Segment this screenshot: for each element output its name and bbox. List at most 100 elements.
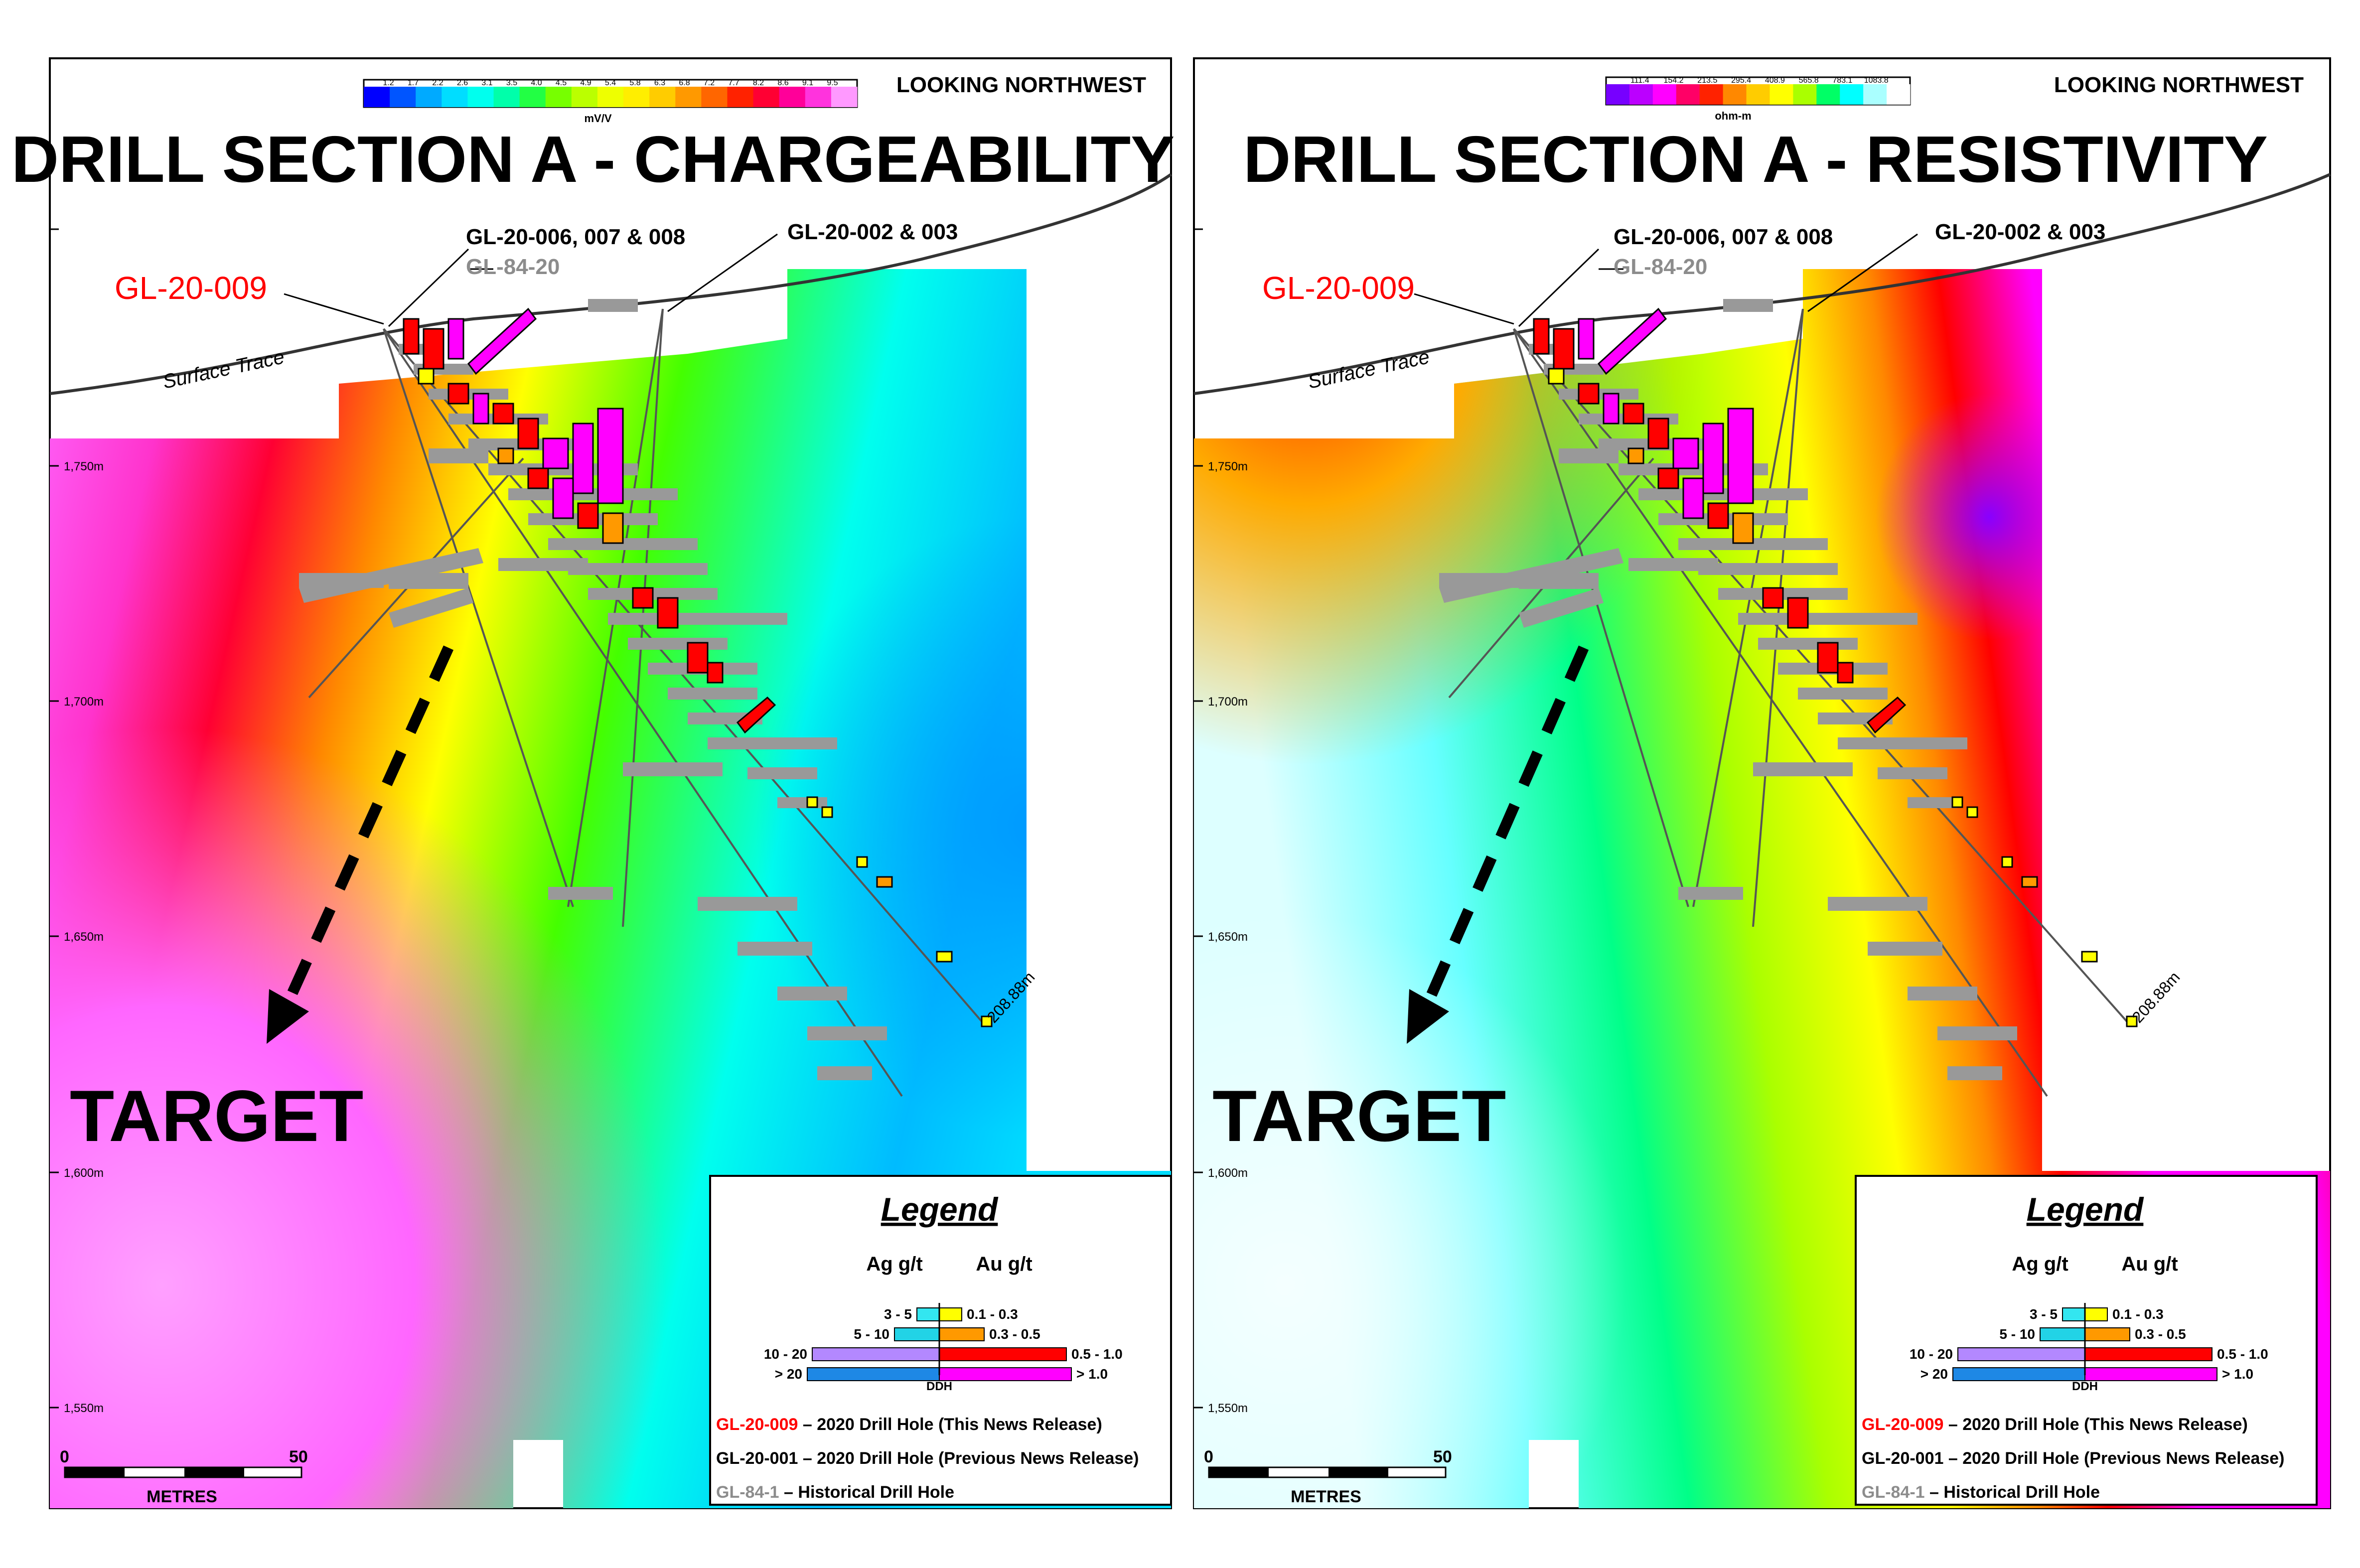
colorbar-tick-label: 4.9 [580, 79, 591, 87]
hole-callouts [1414, 233, 1918, 327]
legend-entry-text: – 2020 Drill Hole (This News Release) [798, 1415, 1102, 1434]
scale-bar: 0 50 METRES [1204, 1447, 1452, 1506]
legend-au-range: 0.1 - 0.3 [2112, 1306, 2164, 1322]
legend-ag-swatch [2040, 1327, 2085, 1341]
colorbar-swatch [701, 87, 728, 107]
colorbar-tick-label: 213.5 [1697, 76, 1717, 85]
legend-entry: GL-20-001 – 2020 Drill Hole (Previous Ne… [716, 1449, 1139, 1468]
colorbar-ticks: 1.2 1.7 2.2 2.6 3.1 3.5 4.0 4.5 4.9 5.4 5.8 6.3 6.8 7… [383, 79, 838, 87]
legend-ag-range: 5 - 10 [854, 1326, 889, 1342]
legend-ag-swatch [916, 1307, 940, 1321]
colorbar-swatch [467, 87, 494, 107]
legend-ag-range: > 20 [1920, 1366, 1948, 1382]
scale-start: 0 [1204, 1447, 1213, 1466]
legend-au-swatch [939, 1367, 1072, 1381]
legend-ag-swatch [1952, 1367, 2085, 1381]
section-title: DRILL SECTION A - CHARGEABILITY [11, 123, 1175, 196]
legend-ag-swatch [1957, 1347, 2085, 1361]
legend-entry-text: – Historical Drill Hole [1925, 1483, 2100, 1502]
colorbar-tick-label: 7.2 [704, 79, 715, 87]
colorbar-tick-label: 154.2 [1664, 76, 1684, 85]
legend-au-swatch [939, 1327, 985, 1341]
colorbar-tick-label: 1083.8 [1864, 76, 1889, 85]
legend-au-header: Au g/t [976, 1253, 1032, 1275]
legend-entry-code: GL-20-001 [716, 1449, 798, 1468]
surface-trace-line [1193, 173, 2331, 395]
colorbar-tick-label: 7.7 [728, 79, 739, 87]
elevation-label: 1,650m [1208, 930, 1248, 944]
legend-entry-code: GL-20-009 [716, 1415, 798, 1434]
elevation-label: 1,700m [1208, 695, 1248, 709]
colorbar-swatch [623, 87, 650, 107]
chargeability-section-svg: Surface Trace [11, 57, 1175, 1509]
hole-callouts [284, 233, 778, 327]
elevation-labels: 1,750m 1,700m 1,650m 1,600m 1,550m [1208, 460, 1248, 1415]
elevation-label: 1,550m [1208, 1402, 1248, 1415]
colorbar-swatch [545, 87, 572, 107]
colorbar-swatch [805, 87, 832, 107]
colorbar-swatch [779, 87, 806, 107]
hole-label-gl-20-006: GL-20-006, 007 & 008 [1614, 225, 1833, 249]
colorbar-swatch [1606, 84, 1630, 105]
legend-au-swatch [2084, 1307, 2108, 1321]
colorbar-tick-label: 783.1 [1832, 76, 1852, 85]
elevation-label: 1,700m [64, 695, 104, 709]
legend-ag-range: > 20 [775, 1366, 802, 1382]
resistivity-section: Surface Trace [1180, 0, 2360, 1568]
colorbar-swatch [1793, 84, 1817, 105]
colorbar-unit: mV/V [584, 112, 611, 125]
colorbar-tick-label: 408.9 [1765, 76, 1785, 85]
legend-au-swatch [2084, 1367, 2217, 1381]
colorbar-tick-label: 2.6 [457, 79, 468, 87]
legend-au-range: 0.5 - 1.0 [2217, 1346, 2268, 1362]
colorbar-swatch [390, 87, 416, 107]
legend-entry-code: GL-20-001 [1862, 1449, 1943, 1468]
colorbar-tick-label: 1.7 [408, 79, 419, 87]
colorbar-tick-label: 8.6 [777, 79, 788, 87]
colorbar-tick-label: 5.4 [605, 79, 616, 87]
legend-au-swatch [2084, 1327, 2130, 1341]
colorbar-swatch [1652, 84, 1677, 105]
legend-au-range: 0.3 - 0.5 [2135, 1326, 2186, 1342]
colorbar-swatch [753, 87, 780, 107]
hole-label-gl-84-20: GL-84-20 [1614, 255, 1707, 279]
colorbar-swatch [597, 87, 624, 107]
legend-entry-code: GL-20-009 [1862, 1415, 1943, 1434]
section-title: DRILL SECTION A - RESISTIVITY [1243, 123, 2268, 196]
hole-label-gl-20-002: GL-20-002 & 003 [787, 220, 958, 244]
resistivity-section-svg: Surface Trace [1193, 57, 2331, 1509]
legend-ag-header: Ag g/t [2012, 1253, 2068, 1275]
legend-ag-range: 5 - 10 [1999, 1326, 2035, 1342]
scale-bar: 0 50 METRES [60, 1447, 308, 1506]
legend-ag-range: 10 - 20 [1910, 1346, 1953, 1362]
legend-ag-swatch [894, 1327, 940, 1341]
colorbar-ticks: 111.4 154.2 213.5 295.4 408.9 565.8 783.1 1083.… [1630, 76, 1889, 85]
legend-entry-text: – 2020 Drill Hole (Previous News Release… [798, 1449, 1139, 1468]
colorbar-tick-label: 4.0 [531, 79, 542, 87]
legend-ag-range: 3 - 5 [2030, 1306, 2058, 1322]
colorbar-swatch [649, 87, 676, 107]
colorbar-swatches [364, 87, 858, 107]
colorbar-swatch [1887, 84, 1911, 105]
legend-ag-range: 3 - 5 [884, 1306, 912, 1322]
colorbar-tick-label: 3.5 [506, 79, 517, 87]
colorbar-swatch [493, 87, 520, 107]
colorbar-swatch [1723, 84, 1747, 105]
scale-unit: METRES [1291, 1487, 1361, 1506]
view-direction: LOOKING NORTHWEST [896, 73, 1146, 97]
legend-title: Legend [881, 1191, 999, 1228]
legend-au-range: > 1.0 [1076, 1366, 1108, 1382]
legend-entry-code: GL-84-1 [716, 1483, 779, 1502]
legend-ddh-label: DDH [2072, 1380, 2098, 1393]
elevation-label: 1,600m [1208, 1166, 1248, 1180]
hole-label-gl-20-006: GL-20-006, 007 & 008 [466, 225, 685, 249]
legend-title: Legend [2027, 1191, 2144, 1228]
legend-ag-swatch [2062, 1307, 2085, 1321]
colorbar-swatch [1699, 84, 1724, 105]
hole-label-gl-20-009: GL-20-009 [1262, 270, 1415, 306]
colorbar-swatch [1863, 84, 1887, 105]
colorbar-tick-label: 8.2 [753, 79, 764, 87]
target-label: TARGET [1212, 1075, 1506, 1156]
colorbar-tick-label: 9.5 [827, 79, 838, 87]
target-arrow [1419, 645, 1589, 1014]
